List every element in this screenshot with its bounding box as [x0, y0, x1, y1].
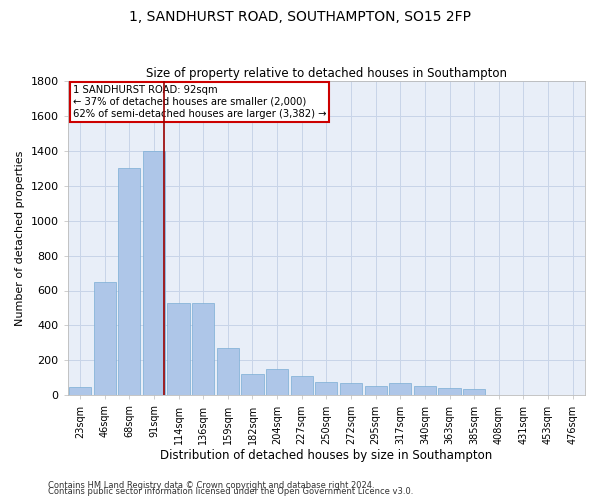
Bar [389, 383, 412, 396]
Bar [167, 302, 190, 396]
Bar [241, 374, 263, 396]
Bar [463, 390, 485, 396]
Bar [414, 386, 436, 396]
Bar [217, 348, 239, 396]
Bar [192, 302, 214, 396]
Text: 1, SANDHURST ROAD, SOUTHAMPTON, SO15 2FP: 1, SANDHURST ROAD, SOUTHAMPTON, SO15 2FP [129, 10, 471, 24]
Bar [143, 150, 165, 396]
Text: 1 SANDHURST ROAD: 92sqm
← 37% of detached houses are smaller (2,000)
62% of semi: 1 SANDHURST ROAD: 92sqm ← 37% of detache… [73, 86, 326, 118]
Text: Contains HM Land Registry data © Crown copyright and database right 2024.: Contains HM Land Registry data © Crown c… [48, 480, 374, 490]
Bar [290, 376, 313, 396]
Title: Size of property relative to detached houses in Southampton: Size of property relative to detached ho… [146, 66, 507, 80]
Text: Contains public sector information licensed under the Open Government Licence v3: Contains public sector information licen… [48, 488, 413, 496]
X-axis label: Distribution of detached houses by size in Southampton: Distribution of detached houses by size … [160, 450, 493, 462]
Bar [340, 383, 362, 396]
Bar [266, 369, 288, 396]
Bar [118, 168, 140, 396]
Y-axis label: Number of detached properties: Number of detached properties [15, 150, 25, 326]
Bar [439, 388, 461, 396]
Bar [365, 386, 387, 396]
Bar [94, 282, 116, 396]
Bar [315, 382, 337, 396]
Bar [69, 386, 91, 396]
